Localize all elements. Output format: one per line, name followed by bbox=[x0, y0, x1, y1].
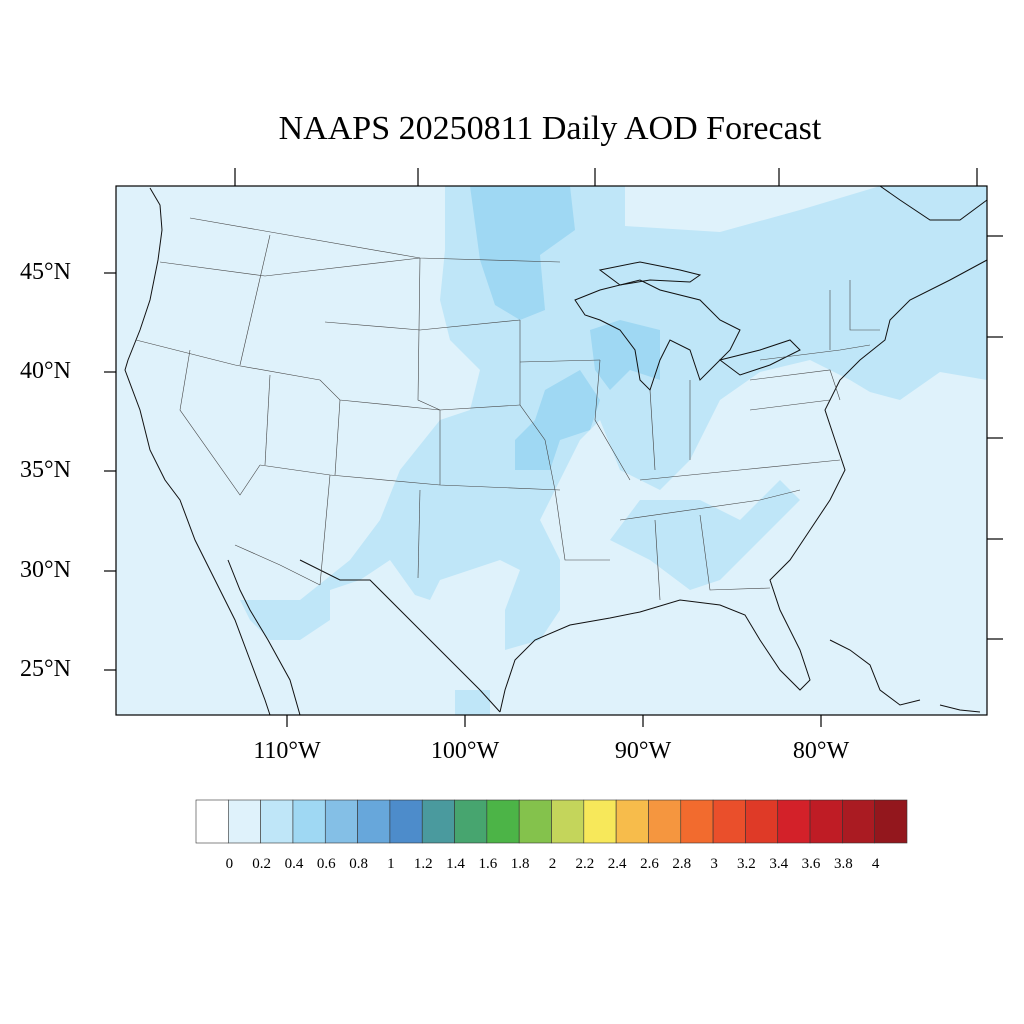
colorbar-label: 3.6 bbox=[801, 856, 821, 872]
colorbar bbox=[195, 799, 908, 844]
colorbar-label: 0.6 bbox=[316, 856, 336, 872]
colorbar-swatch bbox=[874, 799, 908, 844]
colorbar-swatch bbox=[324, 799, 358, 844]
map-area bbox=[124, 185, 988, 716]
colorbar-label: 2.8 bbox=[672, 856, 692, 872]
colorbar-swatch bbox=[842, 799, 875, 844]
colorbar-swatch bbox=[421, 799, 455, 844]
colorbar-swatch bbox=[615, 799, 649, 844]
lat-label-45: 45°N bbox=[20, 259, 71, 285]
colorbar-label: 1.8 bbox=[510, 856, 530, 872]
colorbar-label: 0.4 bbox=[284, 856, 304, 872]
colorbar-swatch bbox=[195, 799, 229, 844]
colorbar-swatch bbox=[357, 799, 391, 844]
colorbar-swatch bbox=[777, 799, 811, 844]
colorbar-swatch bbox=[680, 799, 714, 844]
page-title: NAAPS 20250811 Daily AOD Forecast bbox=[278, 110, 822, 147]
colorbar-label: 3.2 bbox=[737, 856, 756, 872]
colorbar-label: 3 bbox=[710, 856, 718, 872]
lat-label-40: 40°N bbox=[20, 358, 71, 384]
colorbar-swatch bbox=[712, 799, 746, 844]
colorbar-label: 2 bbox=[548, 856, 557, 872]
colorbar-swatch bbox=[260, 799, 294, 844]
lon-label-100w: 100°W bbox=[430, 738, 500, 764]
colorbar-label: 1 bbox=[387, 856, 395, 872]
lon-label-80w: 80°W bbox=[792, 738, 850, 764]
colorbar-swatch bbox=[745, 799, 779, 844]
lon-label-110w: 110°W bbox=[253, 738, 321, 764]
colorbar-swatch bbox=[518, 799, 552, 844]
colorbar-swatch bbox=[648, 799, 682, 844]
lat-label-25: 25°N bbox=[20, 656, 71, 682]
colorbar-label: 1.4 bbox=[446, 856, 465, 872]
colorbar-label: 0.8 bbox=[349, 856, 368, 872]
colorbar-label: 3.4 bbox=[769, 856, 789, 872]
colorbar-swatch bbox=[486, 799, 520, 844]
coastlines bbox=[124, 185, 988, 716]
state-boundaries bbox=[135, 217, 880, 601]
colorbar-label: 2.6 bbox=[640, 856, 659, 872]
colorbar-label: 1.6 bbox=[478, 856, 498, 872]
lon-label-90w: 90°W bbox=[614, 738, 672, 764]
colorbar-swatch bbox=[292, 799, 326, 844]
colorbar-swatch bbox=[583, 799, 617, 844]
colorbar-swatch bbox=[454, 799, 488, 844]
colorbar-label: 0 bbox=[225, 856, 234, 872]
map-frame bbox=[115, 185, 988, 716]
lat-label-35: 35°N bbox=[20, 457, 71, 483]
aod-06-field bbox=[470, 186, 660, 470]
colorbar-swatch bbox=[389, 799, 423, 844]
colorbar-label: 1.2 bbox=[413, 856, 433, 872]
axis-ticks bbox=[104, 168, 1003, 727]
colorbar-swatch bbox=[551, 799, 585, 844]
colorbar-label: 0.2 bbox=[252, 856, 271, 872]
colorbar-label: 2.4 bbox=[607, 856, 627, 872]
colorbar-swatch bbox=[228, 799, 261, 844]
colorbar-label: 3.8 bbox=[833, 856, 853, 872]
lat-label-30: 30°N bbox=[20, 557, 71, 583]
colorbar-label: 4 bbox=[871, 856, 880, 872]
colorbar-label: 2.2 bbox=[575, 856, 595, 872]
colorbar-swatch bbox=[809, 799, 843, 844]
